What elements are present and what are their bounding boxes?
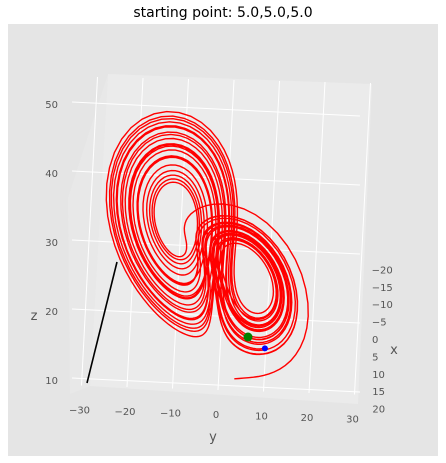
x-tick-label: −5 — [372, 318, 387, 329]
grid-line-z — [71, 308, 361, 324]
grid-line-y — [263, 80, 280, 392]
y-tick-label: 10 — [255, 412, 268, 423]
tick-labels: −30 −20 −10 0 10 20 30 −20 −15 −10 −5 0 5 10 15 20 10 20 3… — [45, 100, 393, 426]
x-tick-label: 15 — [372, 387, 385, 398]
chart-title: starting point: 5.0,5.0,5.0 — [133, 5, 312, 21]
grid-line-y — [308, 81, 326, 394]
y-tick-label: −30 — [69, 406, 90, 417]
grid-lines — [71, 76, 371, 395]
y-tick-label: 0 — [213, 410, 219, 421]
y-tick-label: 30 — [346, 415, 359, 426]
traces — [86, 110, 309, 384]
z-tick-label: 10 — [45, 376, 58, 387]
x-tick-label: 10 — [372, 370, 385, 381]
x-tick-label: 0 — [372, 335, 378, 346]
z-axis-label: z — [31, 309, 38, 324]
y-tick-label: −10 — [160, 409, 181, 420]
plot-area: −30 −20 −10 0 10 20 30 −20 −15 −10 −5 0 5 10 15 20 10 20 3… — [8, 24, 438, 456]
x-axis-label: x — [390, 343, 398, 358]
x-tick-label: 5 — [372, 352, 378, 363]
left-pane — [68, 74, 108, 394]
z-tick-label: 50 — [45, 100, 58, 111]
start-point-marker — [243, 332, 253, 342]
x-tick-label: −20 — [372, 265, 393, 276]
x-tick-label: −15 — [372, 283, 393, 294]
y-tick-label: 20 — [301, 413, 314, 424]
y-axis-label: y — [209, 430, 217, 445]
x-tick-label: −10 — [372, 300, 393, 311]
reference-line — [86, 261, 118, 384]
grid-line-z — [71, 239, 361, 255]
x-tick-label: 20 — [372, 405, 385, 416]
z-tick-label: 20 — [45, 307, 58, 318]
z-tick-label: 40 — [45, 169, 58, 180]
trajectory-line — [105, 110, 309, 380]
z-tick-label: 30 — [45, 238, 58, 249]
grid-line-z — [71, 101, 361, 117]
end-point-marker — [261, 345, 268, 352]
y-tick-label: −20 — [114, 407, 135, 418]
grid-line-z — [71, 377, 361, 393]
grid-line-y — [354, 82, 371, 395]
grid-line-y — [81, 76, 98, 386]
